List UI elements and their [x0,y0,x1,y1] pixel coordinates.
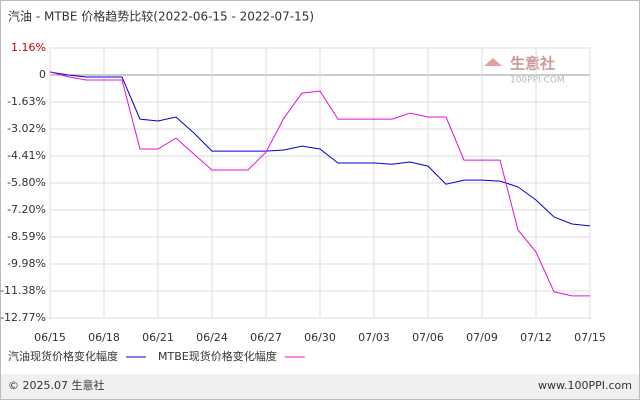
y-tick-label: -5.80% [7,176,46,189]
x-tick-label: 06/15 [34,331,66,344]
x-tick-label: 06/27 [250,331,282,344]
x-tick-label: 07/12 [520,331,552,344]
y-tick-label: -1.63% [7,95,46,108]
x-tick-label: 06/21 [142,331,174,344]
x-tick-label: 07/03 [358,331,390,344]
y-tick-label: -7.20% [7,203,46,216]
watermark-logo [484,58,502,66]
watermark-site: 100PPI.COM [510,76,565,86]
footer-right: www.100PPI.com [538,379,632,392]
y-tick-label: -3.02% [7,122,46,135]
y-tick-label: -12.77% [0,311,46,324]
series-line [49,71,590,297]
footer-bar [1,374,639,399]
series-line [49,71,591,227]
y-tick-label: 0 [39,68,46,81]
chart-title: 汽油 - MTBE 价格趋势比较(2022-06-15 - 2022-07-15… [8,9,314,24]
x-tick-label: 06/30 [304,331,336,344]
y-tick-label: -4.41% [7,149,46,162]
y-tick-label: -9.98% [7,257,46,270]
legend-label: 汽油现货价格变化幅度 [8,349,118,363]
footer-left: © 2025.07 生意社 [8,378,104,392]
x-tick-label: 07/09 [466,331,498,344]
y-tick-label: -11.38% [0,284,46,297]
watermark-name: 生意社 [510,55,555,73]
x-tick-label: 06/18 [88,331,120,344]
x-tick-label: 07/15 [574,331,606,344]
x-tick-label: 07/06 [412,331,444,344]
y-tick-label: -8.59% [7,230,46,243]
x-tick-label: 06/24 [196,331,228,344]
legend-label: MTBE现货价格变化幅度 [158,349,277,363]
y-tick-label: 1.16% [11,41,46,54]
